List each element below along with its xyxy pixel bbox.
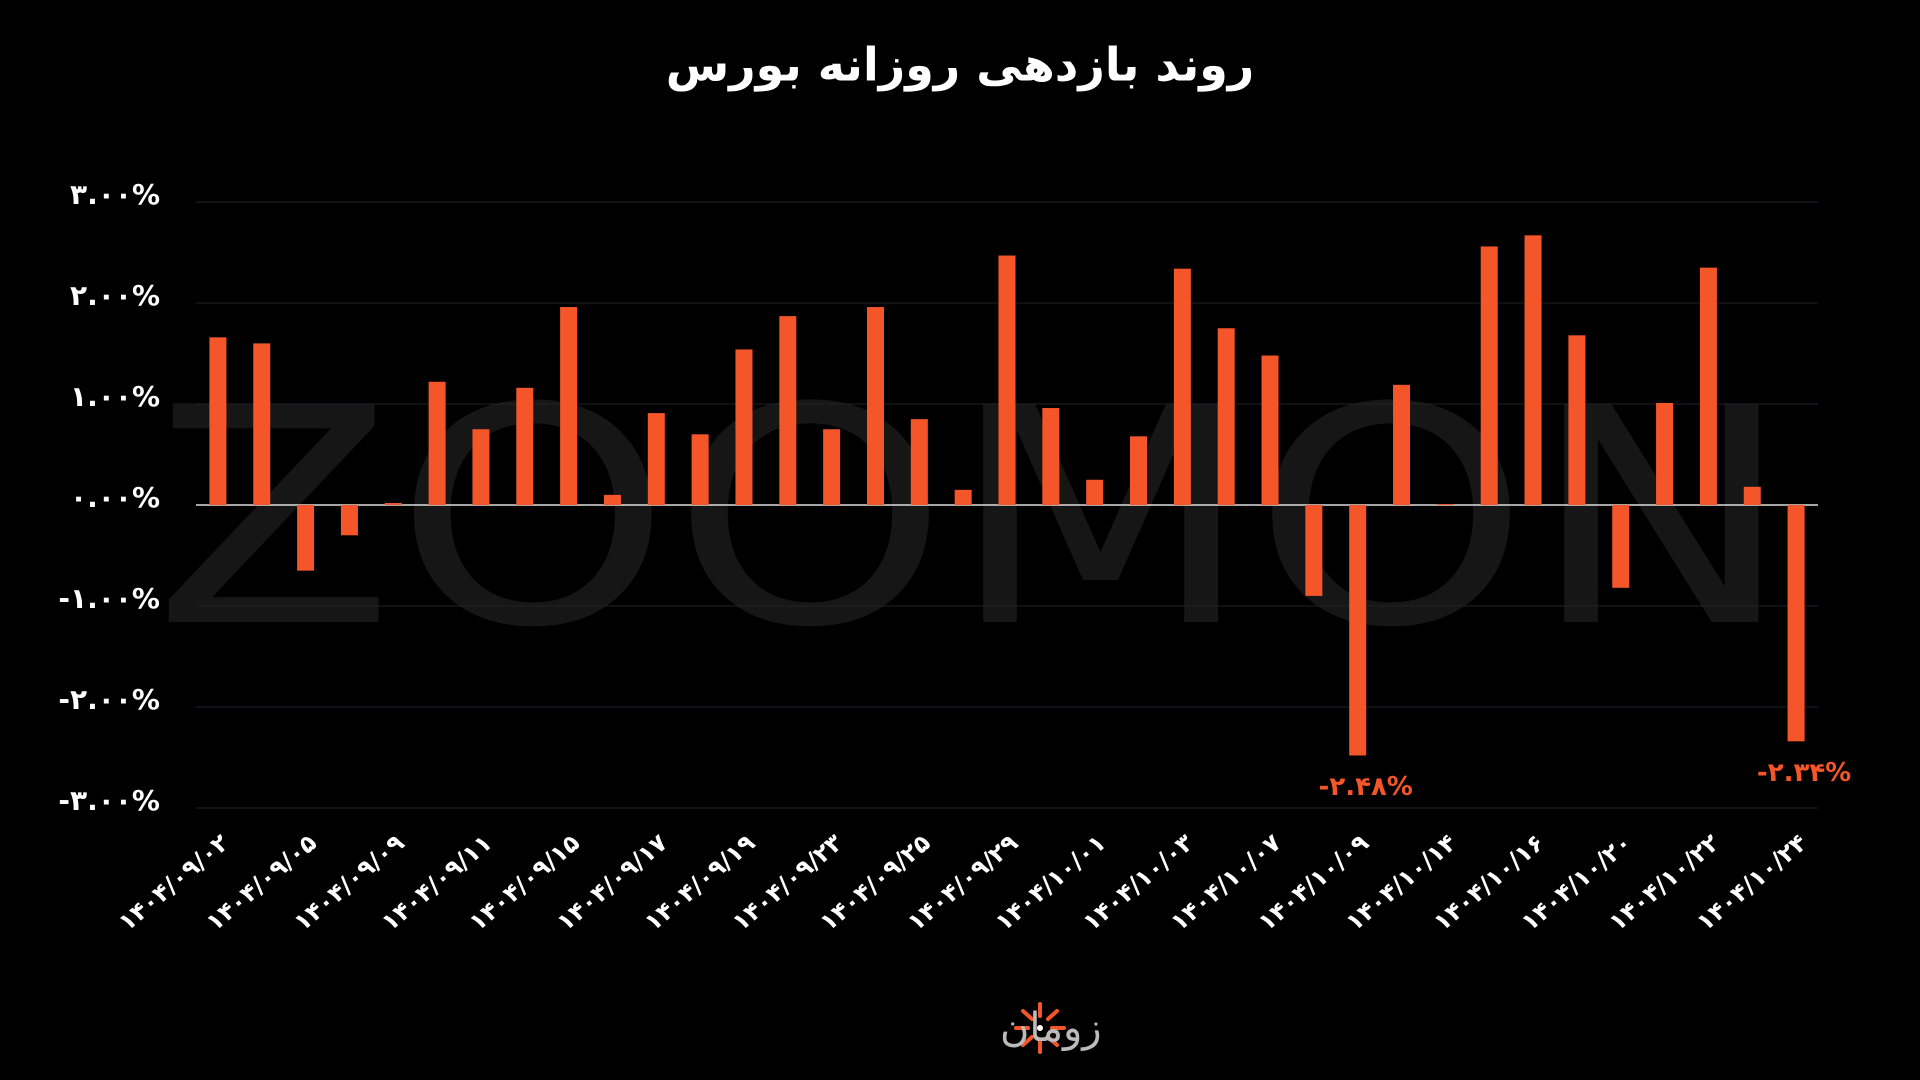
logo-icon [1014,1002,1066,1054]
bar [560,307,578,505]
bar [1349,505,1367,756]
bar [253,343,271,505]
bar [1524,235,1542,505]
bar [998,255,1016,505]
y-tick-label: ۰.۰۰% [70,481,160,514]
bar [1787,505,1805,742]
bar [1130,436,1148,505]
bar [691,434,709,505]
bar [340,505,358,536]
bar [1699,267,1717,505]
bar [779,316,797,505]
brand-name: زومان [1000,1005,1102,1051]
bar [1261,355,1279,505]
bar [823,429,841,505]
y-tick-label: -۳.۰۰% [58,784,160,817]
y-tick-label: -۲.۰۰% [58,683,160,716]
bar [1042,408,1060,505]
bar [1743,486,1761,505]
y-tick-label: -۱.۰۰% [58,582,160,615]
bar [954,489,972,505]
bar [1656,402,1674,505]
bar [1305,505,1323,596]
brand-logo: زومان [1000,1002,1102,1054]
y-tick-label: ۲.۰۰% [70,279,160,312]
bar [1217,328,1235,505]
bar [1393,384,1411,505]
bar [647,413,665,505]
bar [1480,246,1498,505]
y-tick-label: ۱.۰۰% [70,380,160,413]
bar [1436,503,1454,505]
chart-title: روند بازدهی روزانه بورس [666,38,1255,92]
bar [735,349,753,505]
bar [472,429,490,505]
bar [1173,268,1191,505]
bar [910,419,928,505]
bar [384,502,402,505]
bar [209,337,227,505]
y-tick-label: ۳.۰۰% [70,178,160,211]
watermark: ZOOMON [153,344,1793,693]
bar [1612,505,1630,588]
bar [1086,479,1104,505]
bar [1568,335,1586,505]
value-label: -۲.۴۸% [1319,772,1413,802]
bar [516,387,534,505]
bar [603,494,621,505]
bar [866,307,884,505]
bar [297,505,315,571]
bar [428,381,446,505]
value-label: -۲.۳۴% [1757,758,1851,788]
